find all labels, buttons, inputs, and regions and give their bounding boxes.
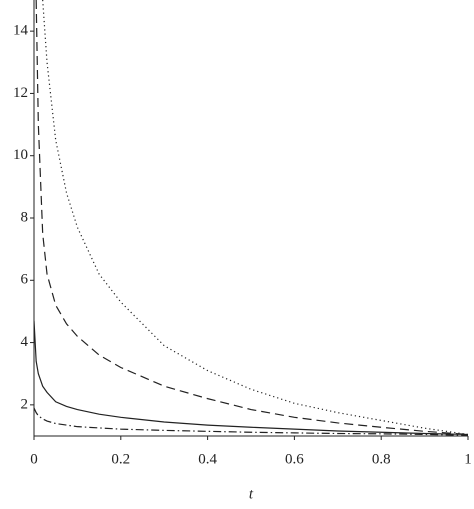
y-tick-label: 2 [21, 396, 29, 412]
y-tick-label: 14 [13, 23, 29, 39]
y-tick-label: 8 [21, 209, 29, 225]
x-tick-label: 1 [464, 451, 472, 467]
y-tick-label: 6 [21, 272, 29, 288]
y-tick-label: 4 [21, 334, 29, 350]
plot-area [34, 0, 469, 436]
x-tick-label: 0.2 [111, 451, 130, 467]
series-line [35, 0, 469, 436]
series-line [34, 407, 469, 436]
x-tick-label: 0.8 [372, 451, 391, 467]
x-tick-label: 0 [30, 451, 38, 467]
x-tick-label: 0.6 [285, 451, 304, 467]
x-tick-label: 0.4 [198, 451, 217, 467]
series-line [34, 320, 469, 436]
series-line [42, 0, 469, 436]
y-tick-label: 10 [13, 147, 28, 163]
y-tick-label: 12 [13, 85, 28, 101]
x-axis-label: t [249, 486, 254, 502]
